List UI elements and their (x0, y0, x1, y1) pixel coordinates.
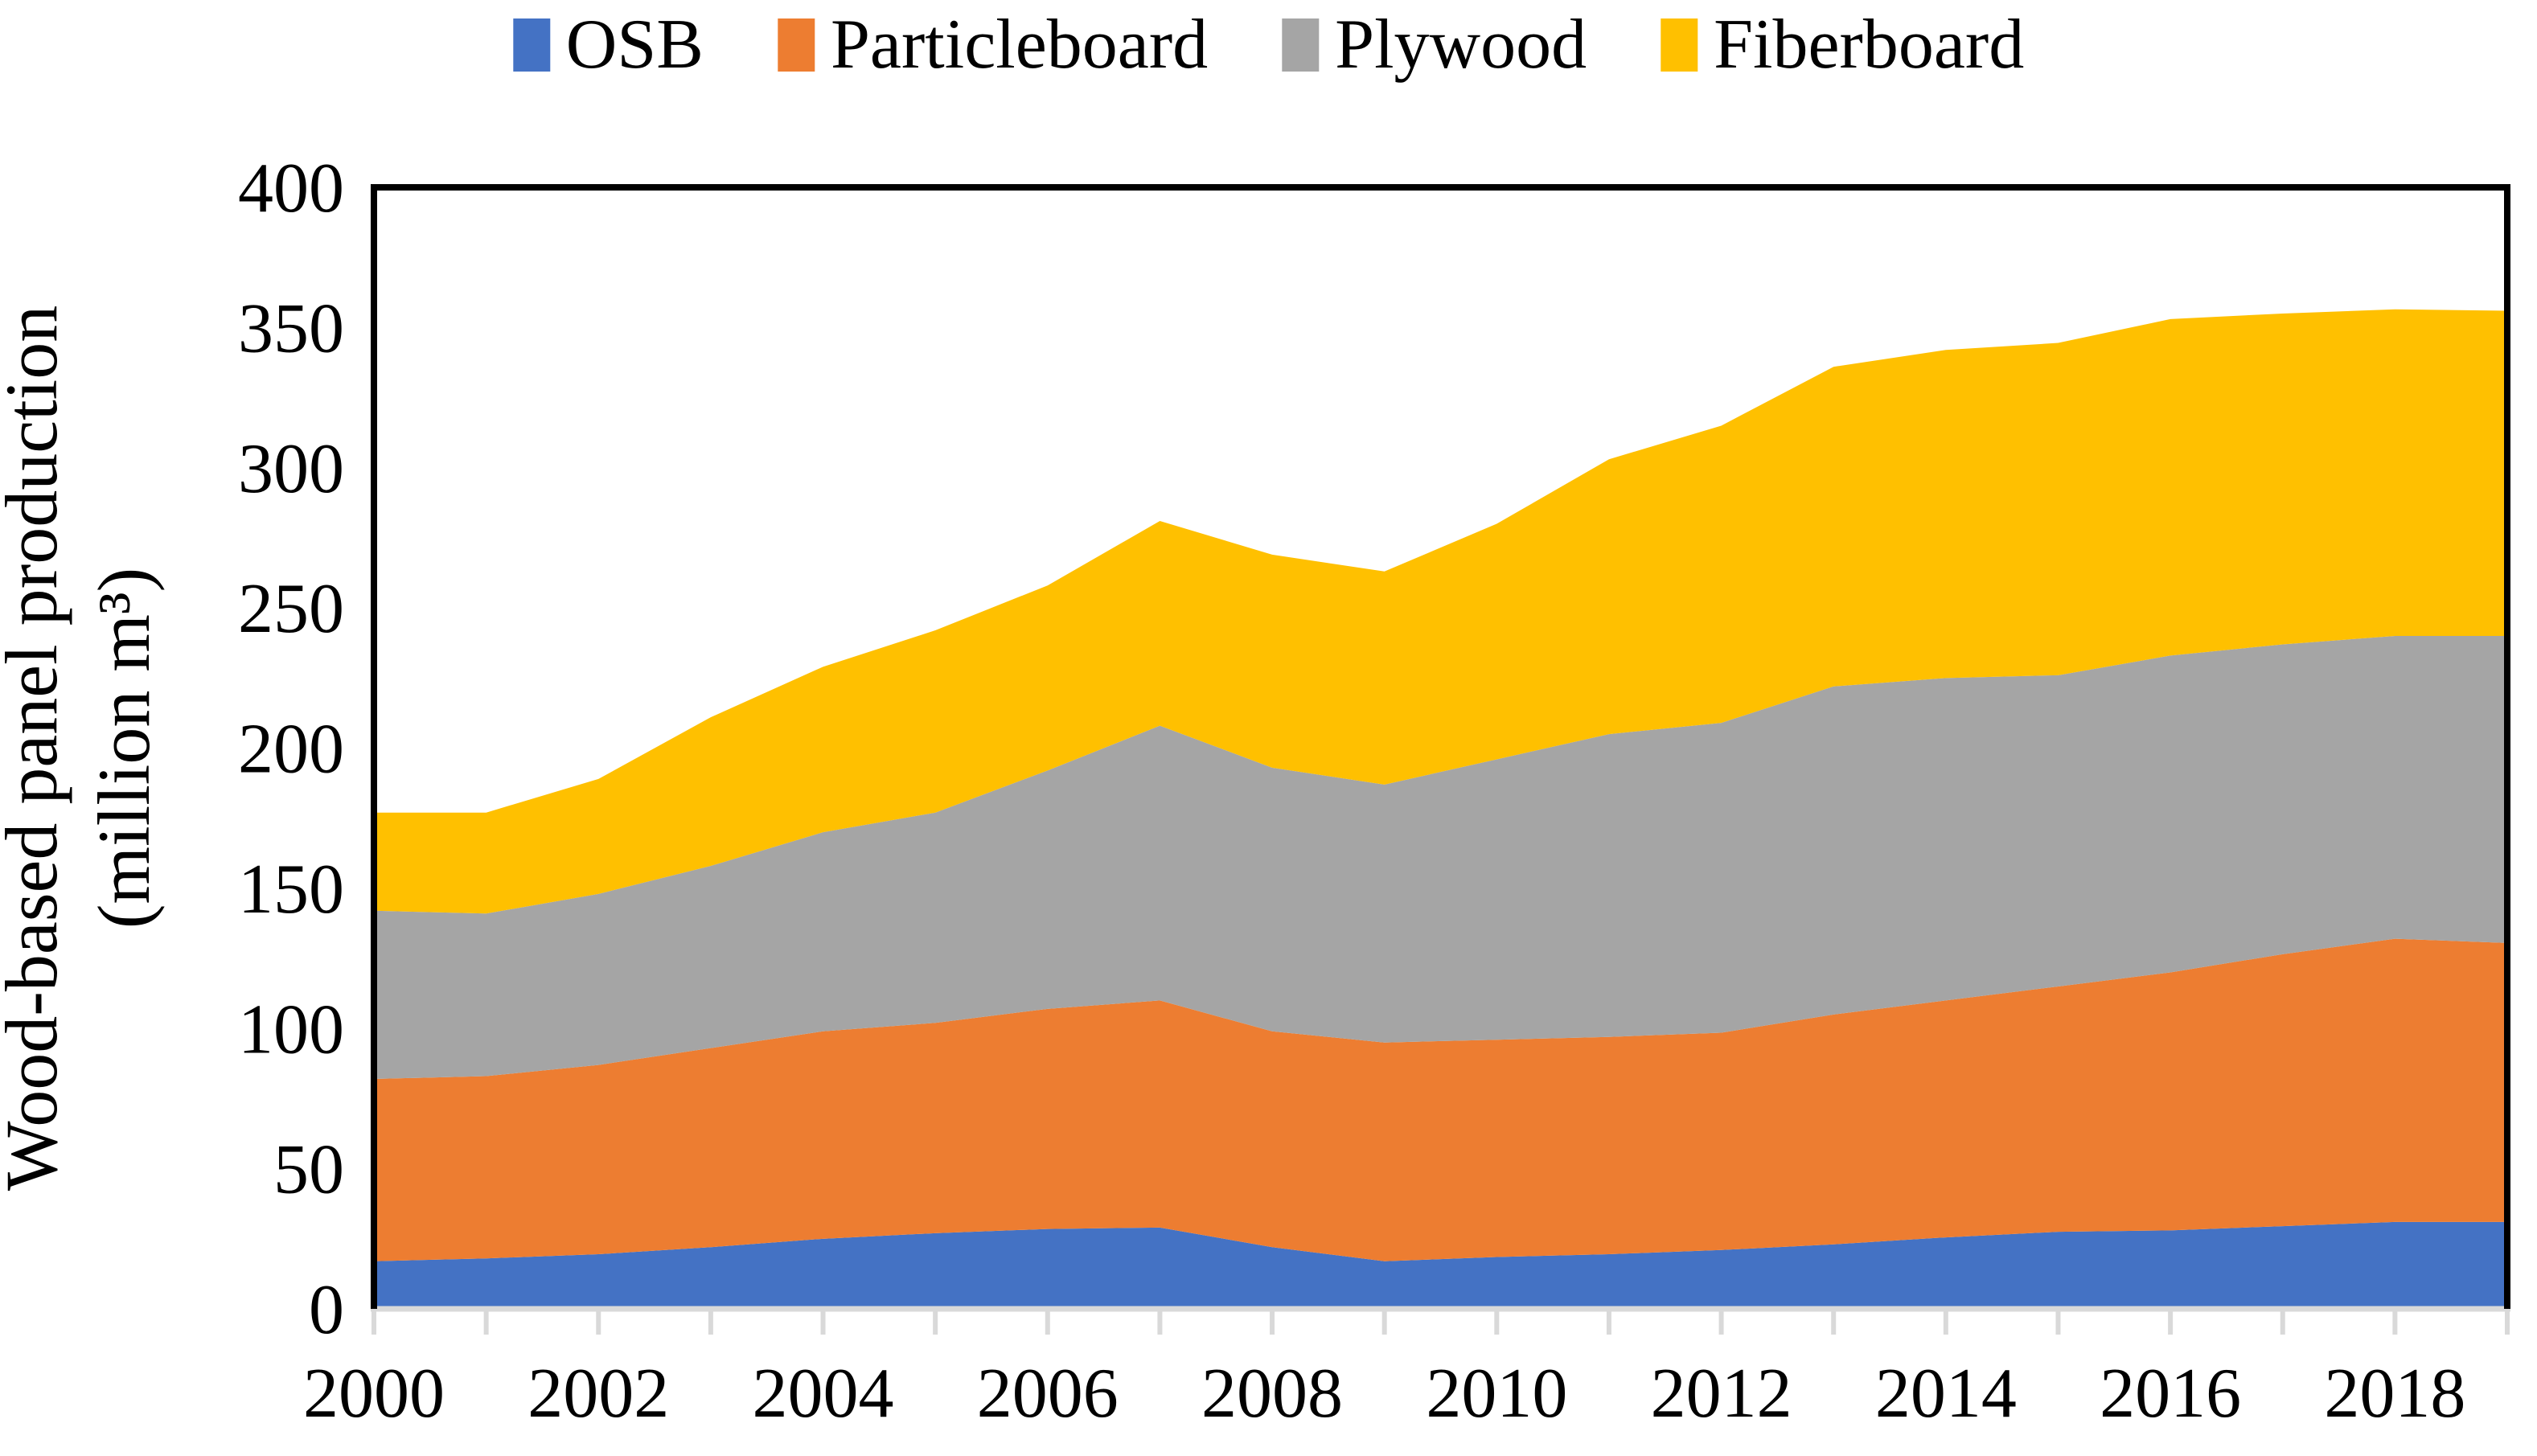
x-axis-tick-label: 2008 (1201, 1355, 1343, 1433)
legend-item-plywood: Plywood (1282, 10, 1587, 80)
legend-label: Plywood (1335, 6, 1587, 84)
y-axis-tick-label: 300 (238, 430, 344, 508)
y-axis-tick-label: 400 (238, 150, 344, 228)
x-axis-tick-label: 2014 (1875, 1355, 2017, 1433)
legend-swatch-icon (1282, 18, 1320, 72)
x-axis-tick-label: 2000 (303, 1355, 445, 1433)
y-axis-tick-label: 250 (238, 570, 344, 648)
x-axis-tick-label: 2010 (1426, 1355, 1567, 1433)
x-axis-tick-label: 2018 (2324, 1355, 2465, 1433)
x-axis-tick-label: 2006 (977, 1355, 1119, 1433)
legend-label: Particleboard (830, 6, 1209, 84)
legend-item-particleboard: Particleboard (777, 6, 1209, 84)
x-axis-tick-label: 2004 (753, 1355, 894, 1433)
y-axis-tick-label: 100 (238, 990, 344, 1068)
legend-item-osb: OSB (512, 6, 704, 84)
area-particleboard (374, 938, 2507, 1261)
legend-label: Fiberboard (1714, 6, 2025, 84)
legend-item-fiberboard: Fiberboard (1661, 10, 2024, 80)
y-axis-tick-label: 50 (273, 1131, 344, 1209)
legend-label: OSB (565, 6, 704, 84)
area-fiberboard (374, 309, 2507, 914)
legend-swatch-icon (1661, 18, 1698, 72)
area-plywood (374, 636, 2507, 1080)
y-axis-tick-label: 350 (238, 289, 344, 367)
x-axis-tick-label: 2016 (2100, 1355, 2241, 1433)
y-axis-tick-label: 150 (238, 851, 344, 929)
y-axis-tick-label: 0 (309, 1271, 344, 1349)
y-axis-title-line2: (million m³) (83, 568, 165, 929)
x-axis-tick-label: 2012 (1651, 1355, 1792, 1433)
y-axis-title-line1: Wood-based panel production (0, 306, 72, 1191)
legend-swatch-icon (777, 18, 815, 72)
chart-legend: OSB Particleboard Plywood Fiberboard (512, 6, 2024, 84)
y-axis-tick-label: 200 (238, 711, 344, 789)
x-axis-tick-label: 2002 (528, 1355, 669, 1433)
area-osb (374, 1221, 2507, 1309)
legend-swatch-icon (512, 18, 550, 72)
plot-border (371, 184, 2510, 1309)
